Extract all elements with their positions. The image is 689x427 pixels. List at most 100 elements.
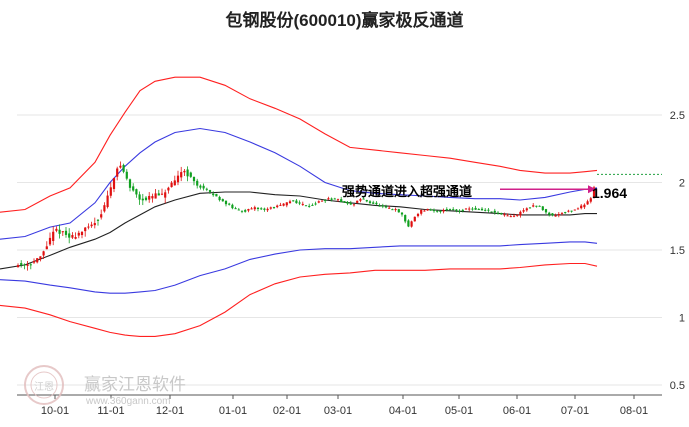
candle-body	[154, 193, 157, 199]
candle-body	[132, 186, 135, 191]
candle-body	[272, 207, 276, 209]
candle-body	[240, 210, 244, 212]
candle-body	[144, 197, 148, 200]
candle-body	[352, 204, 356, 206]
candle-body	[474, 207, 477, 210]
channel-line-outer-upper	[0, 76, 598, 213]
candle-body	[493, 210, 496, 213]
candle-body	[52, 231, 55, 242]
candle-body	[480, 208, 484, 211]
candle-body	[516, 214, 519, 216]
candle-body	[439, 210, 442, 212]
candle-body	[250, 208, 253, 210]
candle-body	[100, 214, 103, 218]
x-tick-label: 12-01	[156, 405, 184, 417]
candle-body	[340, 199, 343, 203]
candle-body	[279, 204, 282, 206]
candle-body	[160, 193, 164, 195]
candle-body	[16, 265, 20, 268]
candle-body	[45, 246, 48, 250]
candle-body	[36, 258, 39, 263]
channel-line-inner-lower	[0, 241, 598, 294]
candle-body	[170, 182, 173, 188]
candle-body	[23, 264, 26, 266]
candle-body	[180, 172, 183, 178]
candle-body	[77, 232, 80, 236]
candle-body	[461, 209, 464, 211]
candle-body	[391, 209, 394, 211]
candle-body	[212, 193, 215, 196]
candle-body	[484, 209, 487, 211]
candle-body	[109, 187, 112, 196]
candle-body	[500, 213, 503, 215]
chart-title: 包钢股份(600010)赢家极反通道	[225, 11, 464, 30]
candle-body	[39, 256, 42, 260]
candle-body	[231, 204, 234, 209]
candle-body	[215, 193, 218, 197]
channel-line-inner-upper	[0, 127, 598, 240]
candle-body	[253, 207, 256, 210]
candle-body	[164, 192, 167, 198]
x-tick-label: 04-01	[389, 405, 417, 417]
candle-body	[71, 235, 74, 238]
candle-body	[266, 208, 269, 211]
candle-body	[362, 198, 365, 200]
watermark-logo: 江恩	[24, 365, 64, 405]
candle-body	[103, 205, 106, 212]
candle-body	[420, 209, 423, 214]
candle-body	[452, 209, 455, 211]
candle-body	[541, 206, 544, 211]
candle-body	[544, 209, 548, 213]
candle-body	[410, 221, 413, 227]
candle-body	[394, 209, 397, 211]
candle-body	[55, 228, 58, 231]
candle-body	[48, 237, 52, 245]
candle-body	[202, 185, 205, 189]
candle-body	[509, 216, 512, 218]
candles	[16, 161, 596, 271]
candle-body	[477, 209, 480, 211]
last-price-label: 1.964	[592, 185, 627, 201]
candle-body	[138, 194, 141, 200]
candle-body	[580, 205, 583, 209]
candle-body	[336, 199, 340, 201]
candle-body	[167, 187, 170, 191]
watermark-logo-inner-circle	[30, 371, 58, 399]
candle-body	[221, 199, 224, 202]
candle-body	[346, 202, 349, 204]
candle-body	[26, 264, 29, 266]
candle-body	[471, 208, 474, 210]
candle-body	[429, 209, 432, 211]
candle-body	[567, 210, 570, 212]
candle-body	[196, 180, 199, 186]
candle-body	[173, 180, 176, 186]
candle-body	[320, 200, 324, 202]
candle-body	[413, 216, 416, 222]
candle-body	[512, 215, 516, 217]
candle-body	[496, 212, 500, 214]
candle-body	[244, 210, 247, 212]
candle-body	[551, 213, 554, 216]
candle-body	[42, 251, 45, 256]
candle-body	[125, 171, 128, 179]
watermark-logo-circle	[24, 365, 64, 405]
y-tick-label: 2.5	[670, 110, 685, 122]
candle-body	[384, 206, 388, 208]
candle-body	[487, 209, 490, 211]
candle-body	[570, 210, 573, 212]
candle-body	[378, 205, 381, 207]
candle-body	[372, 202, 375, 204]
candle-body	[29, 264, 32, 266]
watermark-url: www.360gann.com	[85, 396, 171, 407]
candle-body	[32, 261, 36, 263]
x-tick-label: 01-01	[219, 405, 247, 417]
candle-body	[468, 208, 471, 210]
candle-body	[455, 209, 458, 211]
candle-body	[285, 202, 288, 206]
candle-body	[458, 210, 461, 212]
candle-body	[90, 224, 93, 227]
candle-body	[80, 231, 84, 236]
candle-body	[404, 215, 407, 222]
